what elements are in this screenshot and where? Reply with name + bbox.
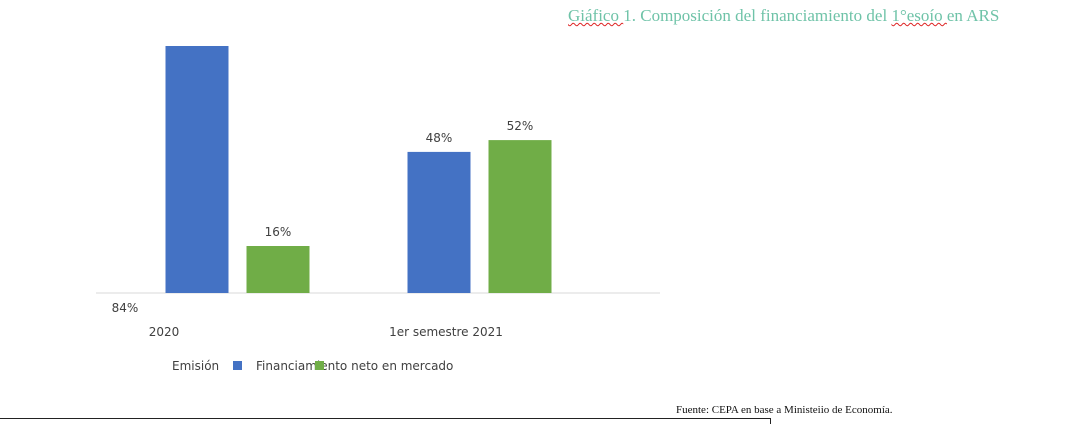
source-note: Fuente: CEPA en base a Ministeiio de Eco…	[676, 404, 893, 416]
data-label: 16%	[265, 225, 292, 239]
bar	[407, 151, 471, 293]
chart-title-word: Composición	[640, 6, 736, 25]
data-label: 48%	[426, 131, 453, 145]
bottom-rule-tick	[770, 418, 771, 424]
chart-title-word: en	[946, 6, 967, 25]
chart-title-word: ARS	[966, 6, 1000, 25]
chart-title: Giáfico 1. Composición del financiamient…	[568, 6, 999, 26]
data-label: 52%	[507, 119, 534, 133]
x-tick-label: 2020	[149, 325, 180, 339]
chart-title-word: 1.	[623, 6, 641, 25]
bottom-rule	[0, 418, 770, 419]
chart-title-word: financiamiento	[760, 6, 867, 25]
chart-title-word: Giáfico	[568, 6, 624, 25]
legend-label: Financiamiento neto en mercado	[256, 359, 453, 373]
chart-title-word: del	[735, 6, 761, 25]
data-label: 84%	[112, 301, 139, 315]
data-labels-group: 84% 48% 16% 52%	[112, 119, 534, 315]
legend: Emisión Financiamiento neto en mercado	[172, 359, 453, 373]
bar	[488, 140, 552, 293]
chart-title-word: 1°esoío	[891, 6, 947, 25]
bar	[165, 46, 229, 293]
legend-swatch	[233, 361, 242, 370]
legend-swatch	[315, 361, 324, 370]
legend-label: Emisión	[172, 359, 219, 373]
x-tick-labels-group: 2020 1er semestre 2021	[149, 325, 503, 339]
bar	[246, 246, 310, 293]
bars-group	[165, 46, 552, 293]
chart-title-word: del	[866, 6, 892, 25]
x-tick-label: 1er semestre 2021	[389, 325, 503, 339]
